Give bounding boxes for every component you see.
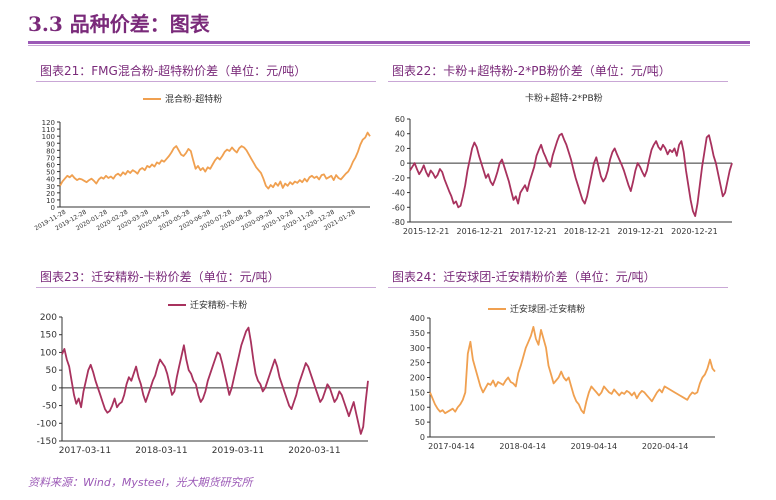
caption-chart-21: 图表21：FMG混合粉-超特粉价差（单位：元/吨） bbox=[40, 64, 307, 78]
y-tick-label: 80 bbox=[46, 147, 55, 155]
y-tick-label: -20 bbox=[392, 174, 405, 183]
y-tick-label: 200 bbox=[40, 313, 57, 323]
y-tick-label: -60 bbox=[392, 203, 405, 212]
y-tick-label: 40 bbox=[46, 176, 55, 184]
series-line-c23 bbox=[61, 326, 369, 435]
legend-label-c22: 卡粉+超特-2*PB粉 bbox=[525, 92, 603, 104]
y-tick-label: 50 bbox=[46, 366, 58, 376]
y-tick-label: 0 bbox=[420, 433, 425, 442]
y-tick-label: -40 bbox=[392, 189, 405, 198]
y-tick-label: 120 bbox=[42, 119, 55, 127]
y-tick-label: 150 bbox=[410, 388, 425, 397]
series-line-c24 bbox=[429, 326, 716, 415]
y-tick-label: -80 bbox=[392, 218, 405, 227]
x-tick-label: 2018-12-21 bbox=[564, 227, 611, 236]
x-tick-label: 2015-12-21 bbox=[403, 227, 450, 236]
page-title: 3.3 品种价差：图表 bbox=[28, 12, 210, 36]
x-tick-label: 2018-04-14 bbox=[499, 442, 546, 451]
y-tick-label: 100 bbox=[40, 348, 57, 358]
y-tick-label: 300 bbox=[410, 344, 425, 353]
x-tick-label: 2019-04-14 bbox=[571, 442, 618, 451]
source-note: 资料来源：Wind，Mysteel，光大期货研究所 bbox=[28, 476, 253, 489]
x-tick-label: 2020-12-21 bbox=[671, 227, 718, 236]
y-tick-label: 200 bbox=[410, 374, 425, 383]
caption-rule-21 bbox=[36, 81, 376, 82]
x-tick-label: 2020-03-11 bbox=[288, 446, 340, 456]
legend-label-c21: 混合粉-超特粉 bbox=[165, 93, 222, 105]
y-tick-label: -50 bbox=[42, 402, 57, 412]
y-tick-label: 70 bbox=[46, 154, 55, 162]
title-rule-thin bbox=[28, 45, 750, 46]
y-tick-label: 0 bbox=[51, 384, 57, 394]
y-tick-label: 90 bbox=[46, 140, 55, 148]
x-tick-label: 2017-03-11 bbox=[59, 446, 111, 456]
y-tick-label: 110 bbox=[42, 126, 55, 134]
y-tick-label: 10 bbox=[46, 197, 55, 205]
y-tick-label: 250 bbox=[410, 359, 425, 368]
caption-chart-23: 图表23：迁安精粉-卡粉价差（单位：元/吨） bbox=[40, 270, 280, 284]
x-tick-label: 2020-04-14 bbox=[642, 442, 689, 451]
y-tick-label: 50 bbox=[46, 169, 55, 177]
caption-rule-22 bbox=[388, 81, 728, 82]
title-rule bbox=[28, 41, 750, 44]
y-tick-label: 100 bbox=[410, 403, 425, 412]
y-tick-label: 0 bbox=[51, 204, 55, 212]
series-line-c21 bbox=[59, 131, 371, 190]
caption-rule-24 bbox=[388, 287, 728, 288]
x-tick-label: 2017-12-21 bbox=[510, 227, 557, 236]
y-tick-label: 100 bbox=[42, 133, 55, 141]
x-tick-label: 2016-12-21 bbox=[457, 227, 504, 236]
y-tick-label: -150 bbox=[37, 437, 58, 447]
legend-label-c24: 迁安球团-迁安精粉 bbox=[510, 303, 585, 315]
caption-chart-24: 图表24：迁安球团-迁安精粉价差（单位：元/吨） bbox=[392, 270, 656, 284]
y-tick-label: 400 bbox=[410, 314, 425, 323]
y-tick-label: 60 bbox=[46, 162, 55, 170]
y-tick-label: 350 bbox=[410, 329, 425, 338]
caption-chart-22: 图表22：卡粉+超特粉-2*PB粉价差（单位：元/吨） bbox=[392, 64, 671, 78]
legend-label-c23: 迁安精粉-卡粉 bbox=[190, 299, 247, 311]
y-tick-label: 20 bbox=[46, 190, 55, 198]
y-tick-label: 40 bbox=[395, 130, 405, 139]
x-tick-label: 2017-04-14 bbox=[428, 442, 475, 451]
y-tick-label: 60 bbox=[395, 115, 405, 124]
y-tick-label: -100 bbox=[37, 419, 58, 429]
caption-rule-23 bbox=[36, 287, 376, 288]
y-tick-label: 150 bbox=[40, 331, 57, 341]
x-tick-label: 2019-12-21 bbox=[618, 227, 665, 236]
y-tick-label: 50 bbox=[415, 418, 425, 427]
y-tick-label: 20 bbox=[395, 144, 405, 153]
y-tick-label: 30 bbox=[46, 183, 55, 191]
y-tick-label: 0 bbox=[400, 159, 405, 168]
x-tick-label: 2018-03-11 bbox=[135, 446, 187, 456]
series-line-c22 bbox=[409, 132, 733, 217]
x-tick-label: 2019-03-11 bbox=[212, 446, 264, 456]
